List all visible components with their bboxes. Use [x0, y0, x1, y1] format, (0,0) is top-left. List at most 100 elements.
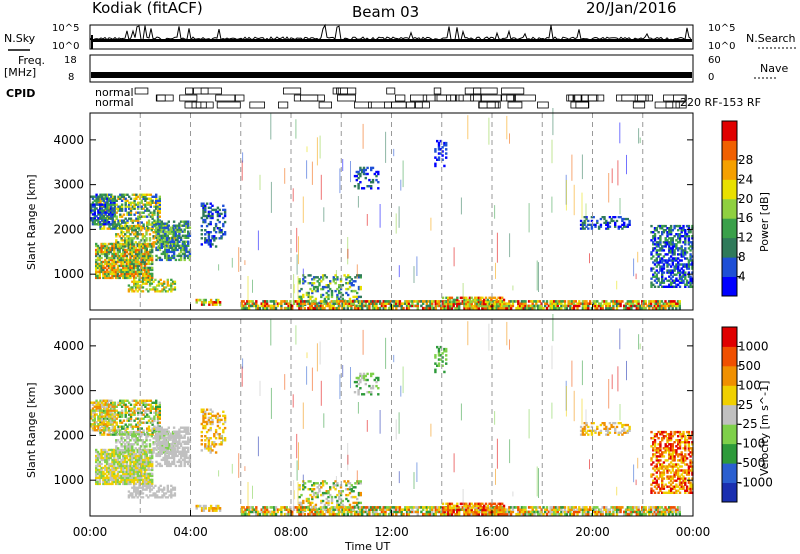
echo-cell	[174, 246, 178, 249]
echo-cell	[583, 300, 586, 303]
echo-cell	[100, 409, 104, 412]
echo-cell	[208, 301, 211, 304]
echo-cell	[666, 263, 669, 266]
echo-cell	[312, 306, 315, 310]
echo-cell	[152, 243, 155, 246]
echo-cell	[143, 268, 147, 272]
echo-cell	[675, 306, 678, 310]
echo-cell	[97, 405, 100, 408]
echo-cell	[142, 215, 145, 218]
echo-cell	[176, 224, 179, 227]
echo-cell	[147, 449, 150, 452]
echo-cell	[95, 399, 98, 402]
echo-cell	[123, 270, 127, 274]
echo-cell	[125, 229, 129, 232]
echo-cell	[357, 172, 360, 176]
echo-cell	[454, 302, 457, 305]
echo-cell	[129, 250, 132, 254]
echo-cell	[173, 443, 177, 446]
echo-cell	[596, 306, 599, 310]
echo-cell	[680, 247, 683, 250]
echo-cell	[136, 262, 139, 266]
echo-cell	[113, 197, 117, 200]
echo-cell	[454, 298, 457, 302]
echo-cell	[161, 284, 164, 287]
echo-cell	[493, 307, 497, 310]
echo-cell	[100, 415, 104, 418]
echo-cell	[345, 287, 348, 291]
echo-cell	[107, 258, 111, 262]
echo-cell	[204, 218, 207, 222]
echo-cell	[120, 460, 123, 464]
echo-cell	[669, 231, 673, 234]
echo-cell	[572, 300, 576, 303]
echo-cell	[384, 302, 387, 305]
echo-cell	[138, 476, 141, 480]
echo-cell	[617, 302, 620, 305]
echo-cell	[181, 426, 185, 429]
echo-cell	[120, 242, 123, 246]
nsky-tick-bottom: 10^0	[52, 41, 79, 52]
echo-cell	[353, 174, 357, 178]
echo-cell	[185, 236, 188, 239]
echo-cell	[106, 205, 109, 208]
echo-cell	[111, 470, 114, 474]
echo-cell	[107, 480, 111, 484]
echo-cell	[338, 297, 341, 301]
echo-cell	[99, 225, 102, 228]
echo-cell	[164, 230, 167, 233]
echo-cell	[504, 306, 507, 310]
echo-cell	[147, 254, 150, 258]
echo-cell	[134, 456, 138, 460]
echo-cell	[590, 302, 594, 305]
echo-cell	[122, 213, 126, 216]
echo-cell	[246, 300, 249, 303]
echo-streak	[293, 284, 295, 294]
echo-cell	[138, 458, 141, 462]
echo-cell	[684, 257, 687, 260]
echo-cell	[145, 454, 148, 458]
echo-cell	[144, 215, 147, 218]
echo-cell	[109, 264, 112, 268]
echo-cell	[155, 403, 158, 406]
echo-cell	[95, 197, 98, 200]
power-panel	[90, 108, 694, 310]
echo-cell	[142, 448, 145, 452]
echo-cell	[202, 204, 205, 207]
echo-cell	[120, 244, 123, 248]
echo-cell	[102, 405, 105, 408]
echo-cell	[156, 211, 160, 214]
echo-cell	[529, 306, 533, 310]
echo-cell	[98, 482, 101, 486]
echo-cell	[125, 464, 129, 468]
echo-cell	[136, 224, 139, 228]
echo-cell	[542, 306, 545, 310]
echo-cell	[147, 466, 150, 470]
echo-cell	[336, 295, 339, 299]
echo-cell	[164, 428, 167, 431]
echo-cell	[554, 300, 558, 303]
echo-streak	[323, 207, 325, 222]
echo-cell	[501, 296, 504, 300]
echo-cell	[159, 278, 162, 281]
echo-cell	[533, 304, 536, 308]
echo-cell	[465, 306, 468, 310]
echo-cell	[171, 227, 175, 230]
echo-cell	[655, 261, 658, 264]
echo-cell	[135, 193, 138, 196]
echo-cell	[302, 280, 305, 283]
echo-cell	[524, 300, 527, 303]
echo-cell	[145, 433, 148, 436]
echo-cell	[135, 219, 138, 222]
echo-cell	[96, 470, 100, 474]
echo-cell	[477, 300, 480, 304]
echo-cell	[332, 304, 335, 308]
echo-cell	[104, 464, 107, 468]
echo-cell	[348, 280, 352, 283]
echo-cell	[111, 262, 114, 266]
echo-cell	[312, 287, 316, 291]
echo-cell	[123, 454, 127, 458]
cpid-overlap-mark	[368, 101, 393, 109]
echo-cell	[181, 248, 185, 252]
echo-cell	[129, 423, 133, 426]
